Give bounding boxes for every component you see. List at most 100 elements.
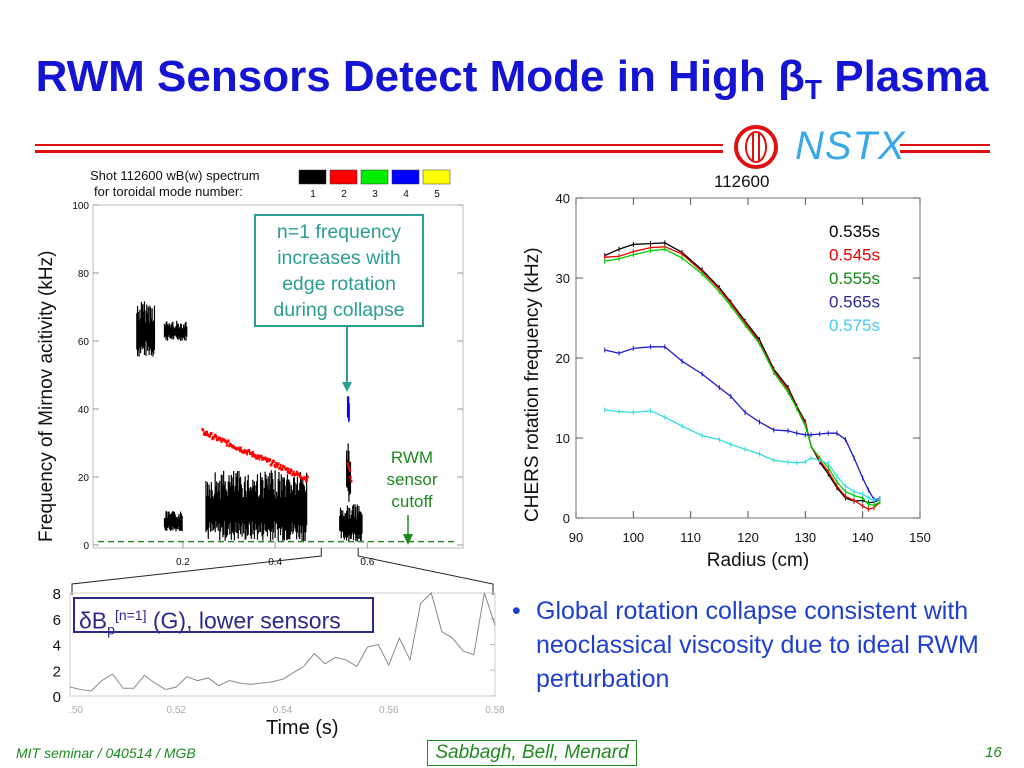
mode-2-trace — [243, 448, 246, 452]
legend-entry: 0.535s — [829, 222, 880, 241]
x-tick-label: 0.2 — [176, 557, 190, 568]
mode-2-trace — [215, 435, 218, 439]
mode-2-trace — [306, 475, 309, 479]
y-tick-label: 40 — [78, 405, 90, 416]
title-beta: β — [778, 52, 805, 101]
mode-2-trace — [245, 449, 248, 453]
y-tick-label: 10 — [556, 431, 570, 446]
mode-2-trace — [274, 465, 277, 469]
x-tick-label: 90 — [569, 530, 583, 545]
mode-2-trace — [295, 470, 298, 474]
db-symbol: δB — [79, 607, 108, 634]
mode-2-trace — [251, 454, 254, 458]
mode-2-trace — [281, 468, 284, 472]
mode-2-trace — [304, 476, 307, 480]
x-tick-label: 120 — [737, 530, 759, 545]
mode-2-trace — [258, 457, 261, 461]
mode-2-trace — [265, 459, 268, 463]
mode-2-trace — [288, 471, 291, 475]
legend-label: 2 — [341, 189, 347, 200]
mode-2-trace — [295, 472, 298, 476]
mode-2-trace — [292, 472, 295, 476]
mode-2-trace — [227, 439, 230, 443]
cutoff-line: RWM — [390, 448, 434, 467]
y-tick-label: 20 — [78, 473, 90, 484]
shot-number: 112600 — [714, 172, 770, 191]
mode-2-trace — [239, 446, 242, 450]
header-rule — [35, 150, 723, 153]
y-tick-label: 80 — [78, 269, 90, 280]
mode-2-trace — [279, 463, 282, 467]
y-tick-label: 30 — [556, 271, 570, 286]
legend-swatch — [422, 169, 451, 185]
x-tick-label: 0.58 — [485, 705, 505, 716]
cutoff-line: sensor — [386, 470, 438, 489]
legend-swatch — [391, 169, 420, 185]
bullet-point: • Global rotation collapse consistent wi… — [512, 594, 992, 696]
annotation-line: n=1 frequency — [276, 221, 402, 243]
zoom-connector — [71, 548, 322, 595]
y-tick-label: 60 — [78, 337, 90, 348]
spectrum-title: Shot 112600 wB(w) spectrum for toroidal … — [90, 168, 260, 200]
mode-2-trace — [250, 451, 253, 455]
legend-entry: 0.555s — [829, 269, 880, 288]
x-tick-label: 0.56 — [379, 705, 399, 716]
mode-2-trace — [305, 478, 308, 482]
x-tick-label: 0.6 — [360, 557, 374, 568]
mode-2-trace — [347, 464, 350, 468]
mode-2-trace — [298, 472, 301, 476]
title-subscript: T — [804, 74, 822, 105]
mode-2-trace — [252, 450, 255, 454]
x-tick-label: 130 — [794, 530, 816, 545]
y-tick-label: 0 — [83, 541, 89, 552]
legend-swatch — [329, 169, 358, 185]
mode-2-trace — [219, 438, 222, 442]
mode-2-trace — [225, 440, 228, 444]
db-trace-line — [69, 592, 496, 692]
annotation-line: edge rotation — [282, 273, 396, 295]
mode-2-trace — [225, 443, 228, 447]
mode-2-trace — [242, 450, 245, 454]
mode-2-trace — [220, 439, 223, 443]
annotation-line: increases with — [277, 247, 401, 269]
arrow-head-icon — [342, 382, 352, 392]
mode-2-trace — [285, 467, 288, 471]
mode-2-trace — [350, 479, 353, 483]
mode-2-trace — [348, 469, 351, 473]
mode-2-trace — [255, 456, 258, 460]
mode-2-trace — [248, 448, 251, 452]
footer-seminar: MIT seminar / 040514 / MGB — [16, 745, 196, 761]
plot-frame — [92, 204, 464, 549]
legend-entry: 0.575s — [829, 316, 880, 335]
mode-2-trace — [203, 432, 206, 436]
mode-2-trace — [239, 449, 242, 453]
mode-2-trace — [286, 470, 289, 474]
mode-2-trace — [212, 436, 215, 440]
db-trace-chart: 0 2 4 6 8 .50 0.52 0.54 0.56 0.58 — [53, 586, 506, 716]
mode-2-trace — [287, 467, 290, 471]
rwm-cutoff-label: RWM sensor cutoff — [372, 447, 452, 513]
mode-2-trace — [349, 475, 352, 479]
x-tick-label: 0.52 — [167, 705, 187, 716]
annotation-box: n=1 frequency increases with edge rotati… — [254, 214, 424, 327]
mode-2-trace — [283, 465, 286, 469]
db-label-box: δBp[n=1] (G), lower sensors — [73, 597, 374, 637]
mode-2-trace — [210, 432, 213, 436]
x-tick-label: 150 — [909, 530, 931, 545]
y-tick-label: 6 — [53, 612, 61, 629]
spectrum-title-line: for toroidal mode number: — [94, 184, 243, 199]
mode-2-trace — [278, 466, 281, 470]
mode-2-trace — [272, 459, 275, 463]
footer-authors: Sabbagh, Bell, Menard — [427, 740, 637, 766]
y-tick-label: 8 — [53, 586, 61, 603]
series-line-0.575s — [604, 409, 880, 502]
mode-2-trace — [268, 458, 271, 462]
mode-2-trace — [245, 452, 248, 456]
page-number: 16 — [985, 744, 1002, 761]
db-superscript: [n=1] — [114, 607, 147, 623]
db-label-text: (G), lower sensors — [146, 607, 341, 634]
mode-2-trace — [348, 466, 351, 470]
spectrogram-chart: 0 20 40 60 80 100 0.2 0.4 0.6 1 2 3 4 5 — [71, 169, 494, 595]
header-rule — [900, 150, 990, 153]
y-tick-label: 40 — [556, 191, 570, 206]
